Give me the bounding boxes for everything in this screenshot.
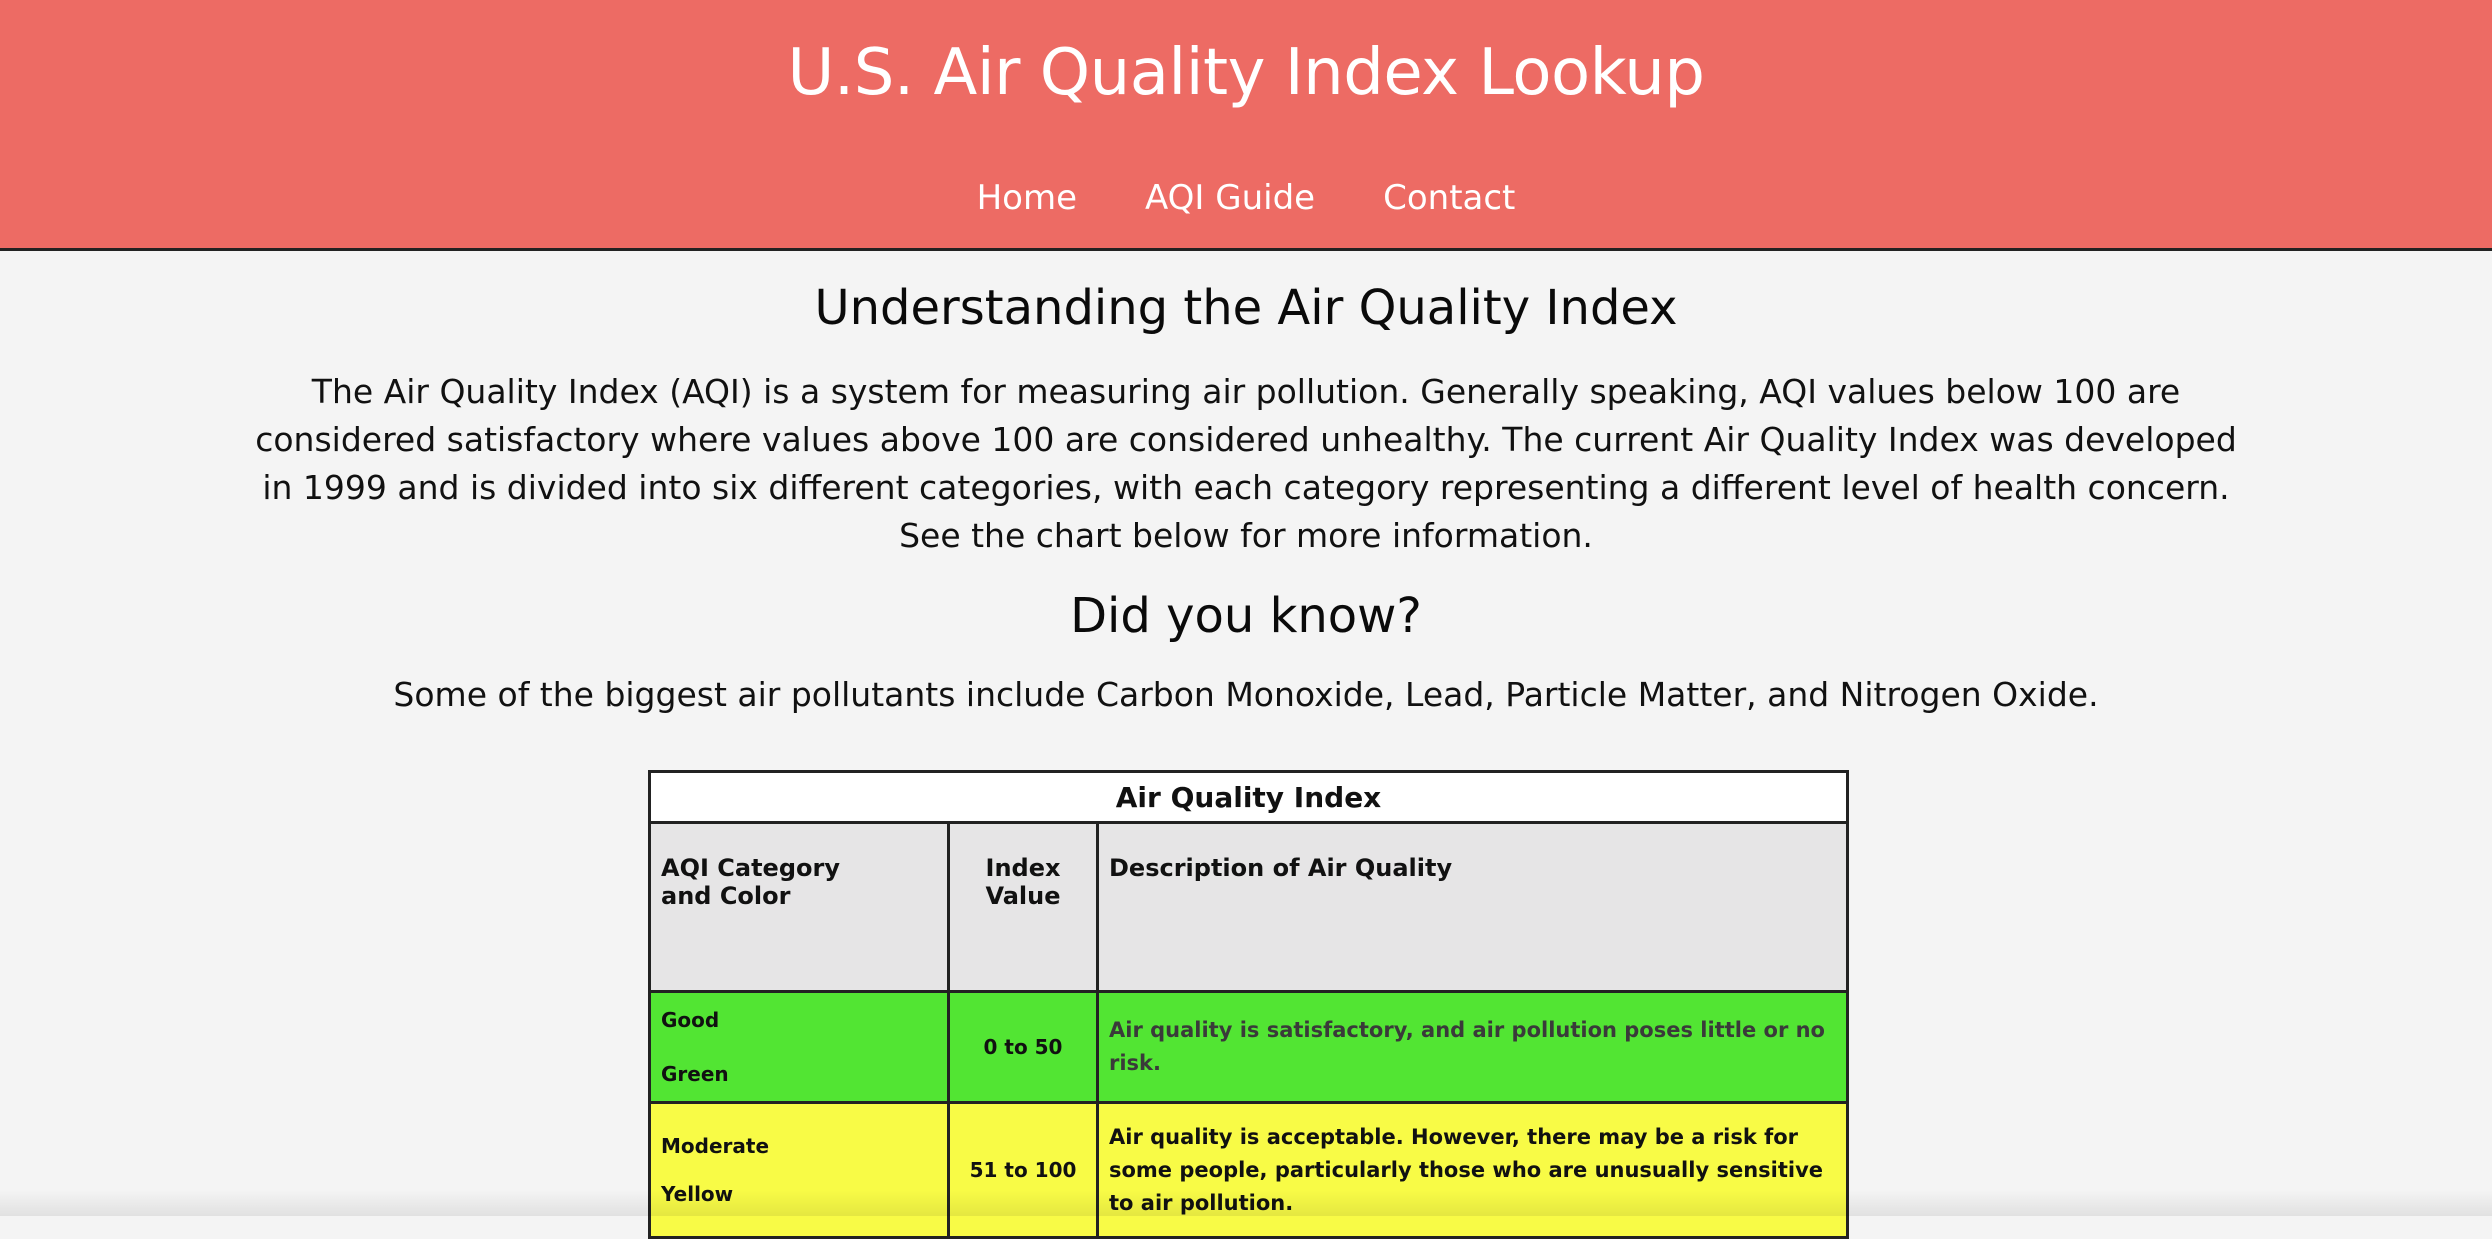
main-nav: Home AQI Guide Contact <box>0 178 2492 218</box>
header-index-label: Index Value <box>985 854 1061 910</box>
nav-contact-link[interactable]: Contact <box>1383 178 1516 218</box>
aqi-table-caption-row: Air Quality Index <box>647 770 1850 824</box>
nav-aqi-guide-link[interactable]: AQI Guide <box>1145 178 1316 218</box>
category-cell: Good Green <box>648 990 950 1104</box>
category-name: Moderate <box>661 1134 770 1158</box>
category-name: Good <box>661 1008 720 1032</box>
header-category: AQI Category and Color <box>648 821 950 993</box>
aqi-table: Air Quality Index AQI Category and Color… <box>647 770 1850 1239</box>
table-row: Good Green 0 to 50 Air quality is satisf… <box>648 990 1850 1104</box>
intro-paragraph: The Air Quality Index (AQI) is a system … <box>255 372 2237 555</box>
index-value: 51 to 100 <box>947 1101 1099 1239</box>
table-row: Moderate Yellow 51 to 100 Air quality is… <box>648 1101 1850 1239</box>
aqi-table-caption: Air Quality Index <box>647 770 1850 824</box>
did-you-know-heading: Did you know? <box>1070 588 1422 644</box>
category-color: Yellow <box>661 1182 734 1206</box>
nav-home-link[interactable]: Home <box>976 178 1077 218</box>
description-text: Air quality is satisfactory, and air pol… <box>1095 990 1850 1104</box>
aqi-table-header-row: AQI Category and Color Index Value Descr… <box>648 821 1850 993</box>
header-index: Index Value <box>947 821 1099 993</box>
header-category-label: AQI Category and Color <box>661 854 840 910</box>
did-you-know-text: Some of the biggest air pollutants inclu… <box>393 675 2099 714</box>
site-title: U.S. Air Quality Index Lookup <box>787 36 1705 110</box>
description-text: Air quality is acceptable. However, ther… <box>1095 1101 1850 1239</box>
category-color: Green <box>661 1062 729 1086</box>
category-cell: Moderate Yellow <box>648 1101 950 1239</box>
site-header: U.S. Air Quality Index Lookup Home AQI G… <box>0 0 2492 251</box>
understanding-heading: Understanding the Air Quality Index <box>814 280 1678 336</box>
index-value: 0 to 50 <box>947 990 1099 1104</box>
header-description: Description of Air Quality <box>1095 821 1850 993</box>
